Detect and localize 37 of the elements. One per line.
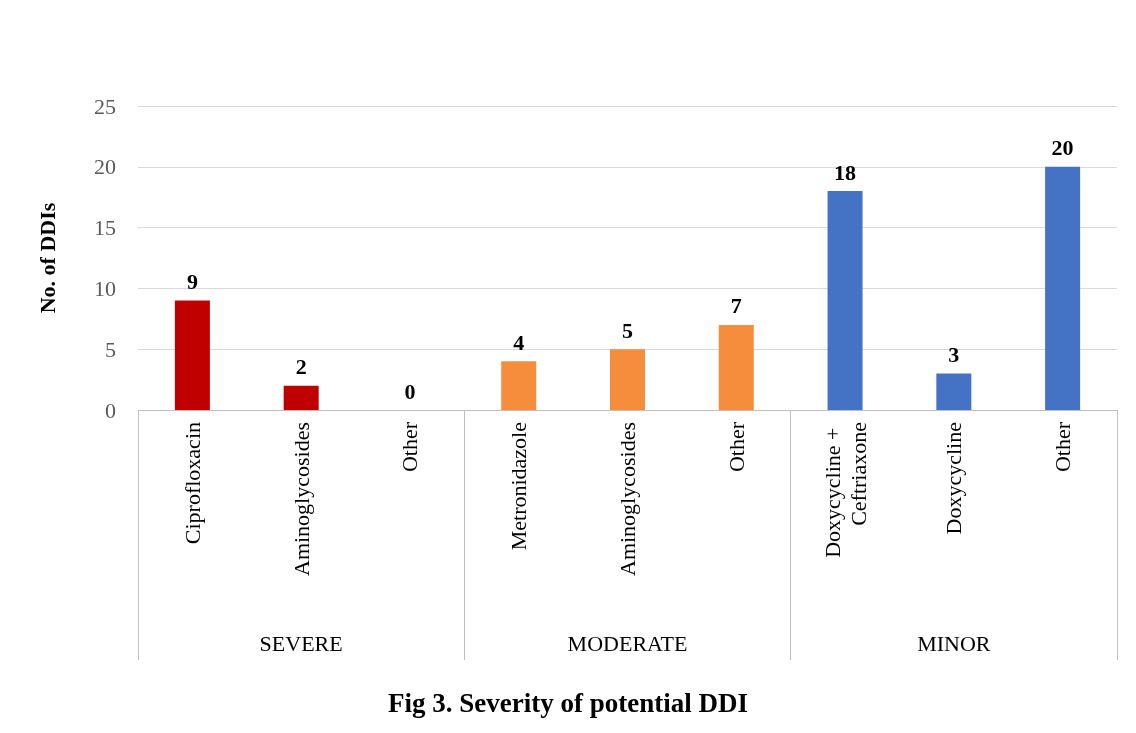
data-label: 2 (295, 354, 307, 380)
bar (174, 300, 210, 410)
x-tick-label: Metronidazole (506, 422, 532, 551)
x-tick-label: Ciprofloxacin (179, 422, 205, 545)
y-axis-title: No. of DDIs (34, 202, 60, 314)
y-tick-label: 10 (94, 275, 116, 301)
y-tick-label: 5 (105, 336, 116, 362)
text: Fig 3. Severity of potential DDI (388, 687, 748, 718)
x-tick-label: Aminoglycosides (288, 422, 314, 576)
bar (936, 373, 972, 410)
y-tick-label: 25 (94, 93, 116, 119)
bar (610, 349, 645, 410)
data-label: 9 (186, 269, 198, 295)
x-tick-label: Other (1050, 421, 1076, 473)
x-tick-label: Doxycycline (941, 422, 967, 535)
text: MODERATE (567, 630, 688, 656)
data-label: 7 (730, 293, 742, 319)
bar (1045, 166, 1081, 410)
y-tick-label: 15 (94, 215, 116, 241)
data-label: 0 (404, 378, 416, 404)
y-tick-label: 0 (105, 397, 116, 423)
data-label: 4 (513, 329, 525, 355)
x-tick-label: Aminoglycosides (615, 422, 640, 576)
data-label: 5 (622, 317, 633, 343)
y-tick-label: 20 (94, 154, 116, 180)
x-tick-label: Doxycycline + Ceftriaxone (819, 422, 871, 558)
text: SEVERE (259, 630, 343, 656)
x-tick-label: Other (397, 421, 423, 473)
text: MINOR (917, 630, 991, 656)
data-label: 20 (1051, 135, 1074, 161)
bar (827, 191, 863, 410)
x-tick-label: Other (723, 421, 749, 473)
bar (283, 385, 319, 410)
bar (718, 324, 754, 410)
data-label: 3 (948, 342, 960, 368)
data-label: 18 (834, 159, 857, 185)
bar (501, 361, 537, 410)
